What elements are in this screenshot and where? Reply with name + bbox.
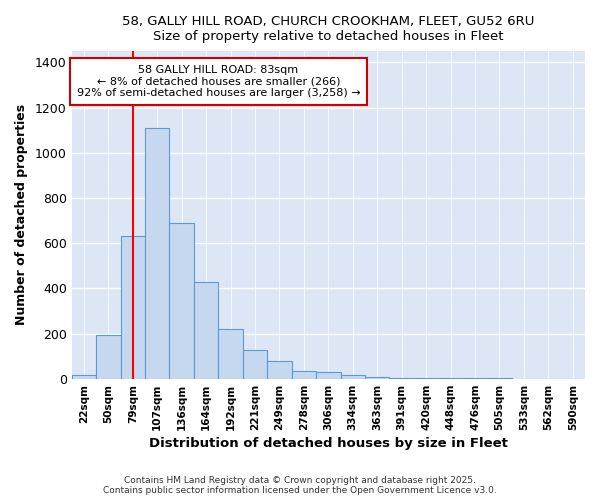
Bar [316,372,341,378]
Bar [365,377,389,378]
Bar [267,360,292,378]
Bar [341,376,365,378]
Bar [292,371,316,378]
Bar [71,376,96,378]
Bar [145,128,169,378]
Bar [169,223,194,378]
Title: 58, GALLY HILL ROAD, CHURCH CROOKHAM, FLEET, GU52 6RU
Size of property relative : 58, GALLY HILL ROAD, CHURCH CROOKHAM, FL… [122,15,535,43]
Text: 58 GALLY HILL ROAD: 83sqm
← 8% of detached houses are smaller (266)
92% of semi-: 58 GALLY HILL ROAD: 83sqm ← 8% of detach… [77,64,360,98]
Bar [218,329,243,378]
Text: Contains HM Land Registry data © Crown copyright and database right 2025.
Contai: Contains HM Land Registry data © Crown c… [103,476,497,495]
Bar [96,334,121,378]
Y-axis label: Number of detached properties: Number of detached properties [15,104,28,326]
Bar [243,350,267,378]
Bar [194,282,218,378]
Bar [121,236,145,378]
X-axis label: Distribution of detached houses by size in Fleet: Distribution of detached houses by size … [149,437,508,450]
